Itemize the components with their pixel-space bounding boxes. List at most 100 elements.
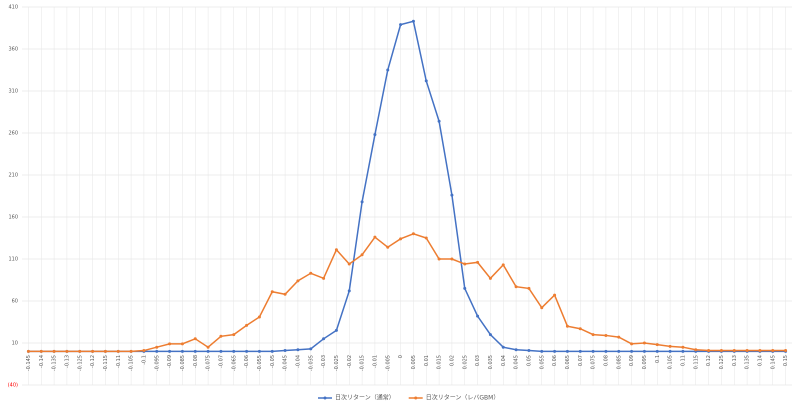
x-tick-label: -0.025 [334,355,340,371]
data-point [553,293,557,297]
data-point [527,349,531,353]
data-point [334,328,338,332]
x-tick-label: 0.065 [565,355,571,369]
series-line [28,20,786,353]
data-point [450,257,454,261]
data-point [450,193,454,197]
data-point [488,276,492,280]
x-tick-label: 0.075 [591,355,597,369]
data-point [514,348,518,352]
data-point [206,349,210,353]
x-tick-label: 0.005 [411,355,417,369]
data-point [296,279,300,283]
data-point [232,349,236,353]
x-tick-label: -0.005 [385,355,391,371]
x-tick-label: -0.095 [154,355,160,371]
data-point [283,349,287,353]
x-tick-label: 0.12 [706,355,712,366]
data-point [219,349,223,353]
x-tick-label: 0.135 [745,355,751,369]
data-point [270,349,274,353]
legend-marker [414,396,418,400]
x-tick-label: 0.06 [552,355,558,366]
data-point [437,257,441,261]
data-point [52,349,56,353]
data-point [309,271,313,275]
x-tick-label: 0.045 [514,355,520,369]
data-point [501,345,505,349]
x-tick-label: -0.045 [283,355,289,371]
x-tick-label: 0.15 [783,355,789,366]
x-tick-label: 0 [398,355,404,358]
data-point [707,349,711,353]
x-tick-label: -0.05 [270,355,276,368]
data-point [283,292,287,296]
y-tick-label: 60 [12,299,18,305]
x-tick-label: -0.105 [129,355,135,371]
data-point [39,349,43,353]
x-tick-label: 0.025 [462,355,468,369]
x-tick-label: 0.02 [449,355,455,366]
y-tick-label: 260 [8,131,18,137]
x-tick-label: 0.055 [539,355,545,369]
data-point [411,19,415,23]
data-point [681,349,685,353]
x-tick-label: 0.07 [578,355,584,366]
x-tick-label: -0.08 [193,355,199,368]
data-point [257,315,261,319]
data-point [604,349,608,353]
data-point [373,133,377,137]
x-tick-label: -0.1 [141,355,147,365]
legend-marker [323,396,327,400]
x-tick-label: 0.05 [526,355,532,366]
data-point [411,232,415,236]
data-point [424,79,428,83]
data-point [694,348,698,352]
data-point [719,349,723,353]
data-point [732,349,736,353]
x-tick-label: -0.03 [321,355,327,368]
x-tick-label: -0.125 [77,355,83,371]
data-point [142,349,146,353]
x-tick-label: 0.145 [770,355,776,369]
x-tick-label: 0.125 [719,355,725,369]
data-point [347,289,351,293]
data-point [655,343,659,347]
data-point [476,314,480,318]
data-point [168,349,172,353]
data-point [565,324,569,328]
data-point [155,345,159,349]
data-point [399,23,403,27]
x-tick-label: -0.09 [167,355,173,368]
data-point [578,327,582,331]
data-point [630,349,634,353]
data-point [642,349,646,353]
x-tick-label: -0.135 [52,355,58,371]
y-tick-label: (40) [8,383,18,389]
data-point [745,349,749,353]
x-tick-label: -0.115 [103,355,109,371]
y-tick-label: 110 [8,257,18,263]
x-tick-label: 0.015 [437,355,443,369]
x-tick-label: 0.035 [488,355,494,369]
data-point [360,253,364,257]
data-point [488,333,492,337]
data-point [232,333,236,337]
data-point [630,342,634,346]
x-tick-label: -0.13 [64,355,70,368]
data-point [309,347,313,351]
data-point [78,349,82,353]
data-point [463,286,467,290]
data-point [668,344,672,348]
x-tick-label: -0.065 [231,355,237,371]
x-tick-label: -0.07 [218,355,224,368]
data-point [604,333,608,337]
x-tick-label: -0.06 [244,355,250,368]
data-point [578,349,582,353]
y-tick-label: 210 [8,173,18,179]
data-point [129,349,133,353]
data-point [116,349,120,353]
x-tick-label: 0.01 [424,355,430,366]
x-tick-label: -0.055 [257,355,263,371]
